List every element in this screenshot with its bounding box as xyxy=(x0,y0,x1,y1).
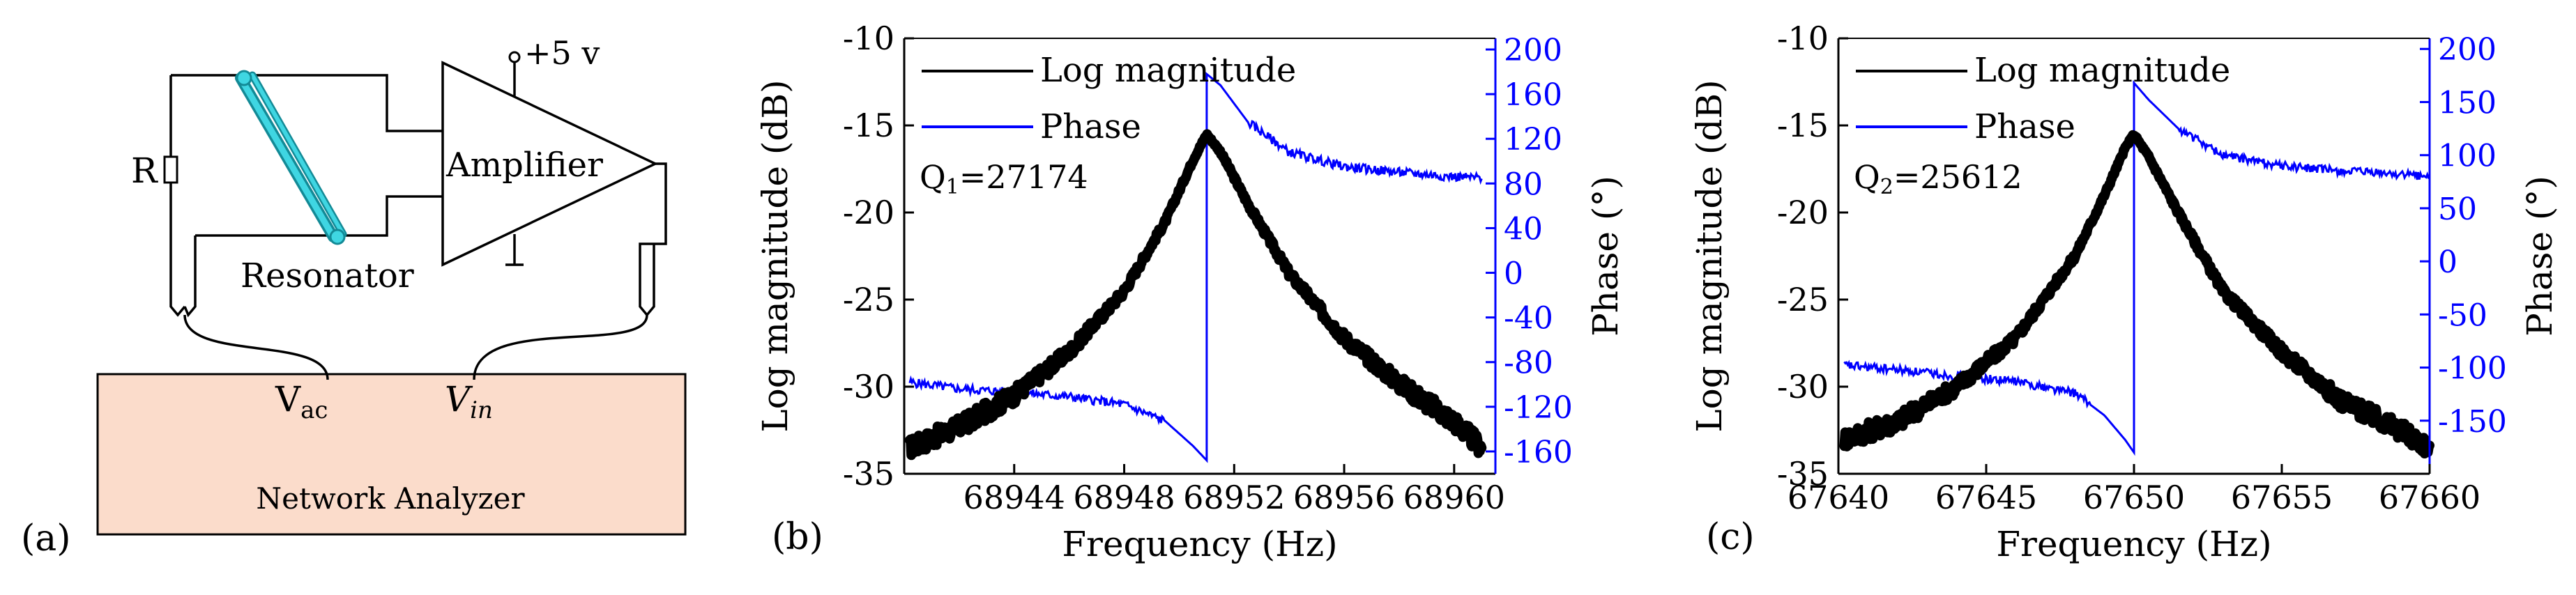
x-tick-label: 68960 xyxy=(1403,479,1505,516)
y2-tick-label: 160 xyxy=(1504,77,1562,113)
y2-tick-label: -150 xyxy=(2438,404,2507,440)
x-tick-label: 68948 xyxy=(1073,479,1175,516)
legend: Log magnitude Phase xyxy=(922,51,1296,146)
y2-tick-label: -40 xyxy=(1504,301,1553,337)
panel-c-label: (c) xyxy=(1706,516,1755,558)
phase-trace xyxy=(1843,79,2430,456)
panel-a: Network Analyzer Vac Vin +5 v R xyxy=(21,34,687,559)
y-tick-label: -30 xyxy=(1777,368,1829,405)
vin-label: Vin xyxy=(445,379,493,424)
y2-tick-label: 0 xyxy=(2438,245,2457,280)
x-tick-label: 68956 xyxy=(1293,479,1395,516)
x-axis-label: Frequency (Hz) xyxy=(1062,524,1337,564)
y-tick-label: -10 xyxy=(843,20,894,57)
y-tick-label: -35 xyxy=(1777,455,1829,493)
y2-tick-label: 200 xyxy=(1504,33,1562,68)
vac-label: Vac xyxy=(275,379,328,424)
y2-tick-label: -80 xyxy=(1504,346,1553,381)
legend-phase-label: Phase xyxy=(1040,107,1141,146)
y2-tick-label: 50 xyxy=(2438,192,2477,227)
legend-magnitude-label: Log magnitude xyxy=(1974,51,2230,90)
x-tick-label: 68944 xyxy=(963,479,1065,516)
y2-tick-label: 200 xyxy=(2438,32,2497,68)
y-tick-label: -15 xyxy=(843,107,894,144)
y-tick-label: -10 xyxy=(1777,20,1829,57)
panel-b-label: (b) xyxy=(772,516,823,558)
x-axis-label: Frequency (Hz) xyxy=(1996,524,2271,564)
supply-label: +5 v xyxy=(524,34,600,72)
y2-axis-label: Phase (°) xyxy=(2520,176,2560,337)
x-tick-label: 67645 xyxy=(1935,479,2037,516)
x-tick-label: 68952 xyxy=(1183,479,1285,516)
x-tick-label: 67660 xyxy=(2379,479,2480,516)
amplifier-label: Amplifier xyxy=(445,146,603,185)
y2-tick-label: -160 xyxy=(1504,435,1573,470)
magnitude-trace xyxy=(1839,130,2434,458)
y2-tick-label: -120 xyxy=(1504,390,1573,426)
y2-tick-label: 120 xyxy=(1504,122,1562,157)
y-tick-label: -25 xyxy=(843,281,894,318)
chart-c: 67640 67645 67650 67655 67660 -35 -30 -25 -20 -15… xyxy=(1689,20,2560,564)
circuit-wires xyxy=(169,61,667,380)
y2-tick-label: 0 xyxy=(1504,256,1523,292)
y-tick-label: -20 xyxy=(1777,194,1829,231)
y2-tick-label: -100 xyxy=(2438,351,2507,387)
y-tick-label: -25 xyxy=(1777,281,1829,318)
x-tick-label: 67655 xyxy=(2231,479,2333,516)
y2-tick-label: -50 xyxy=(2438,298,2487,333)
y-tick-label: -20 xyxy=(843,194,894,231)
y2-tick-label: 80 xyxy=(1504,167,1543,202)
y-tick-label: -35 xyxy=(843,455,894,493)
y2-axis-label: Phase (°) xyxy=(1585,176,1626,337)
x-tick-label: 67650 xyxy=(2083,479,2185,516)
legend-phase-label: Phase xyxy=(1974,107,2075,146)
network-analyzer-box xyxy=(96,373,687,536)
network-analyzer-label: Network Analyzer xyxy=(256,481,525,516)
q-factor-label: Q1=27174 xyxy=(920,158,1088,199)
y-tick-label: -15 xyxy=(1777,107,1829,144)
x-tick-label: 67640 xyxy=(1788,479,1889,516)
panel-a-label: (a) xyxy=(21,518,71,559)
y-axis-label: Log magnitude (dB) xyxy=(755,79,795,432)
y2-tick-label: 150 xyxy=(2438,85,2497,121)
y2-tick-label: 40 xyxy=(1504,211,1543,247)
magnitude-trace xyxy=(904,129,1487,461)
chart-b: 68944 68948 68952 68956 68960 -35 -30 -25 -20 -15… xyxy=(755,20,1626,564)
q-factor-label: Q2=25612 xyxy=(1854,158,2022,199)
resonator-label: Resonator xyxy=(241,256,414,295)
y2-tick-label: 100 xyxy=(2438,139,2497,174)
legend-magnitude-label: Log magnitude xyxy=(1040,51,1296,90)
legend: Log magnitude Phase xyxy=(1856,51,2230,146)
resistor xyxy=(163,155,178,184)
y-axis-label: Log magnitude (dB) xyxy=(1689,79,1730,432)
resonator-icon xyxy=(235,70,347,245)
resistor-label: R xyxy=(131,150,158,191)
y-tick-label: -30 xyxy=(843,368,894,405)
